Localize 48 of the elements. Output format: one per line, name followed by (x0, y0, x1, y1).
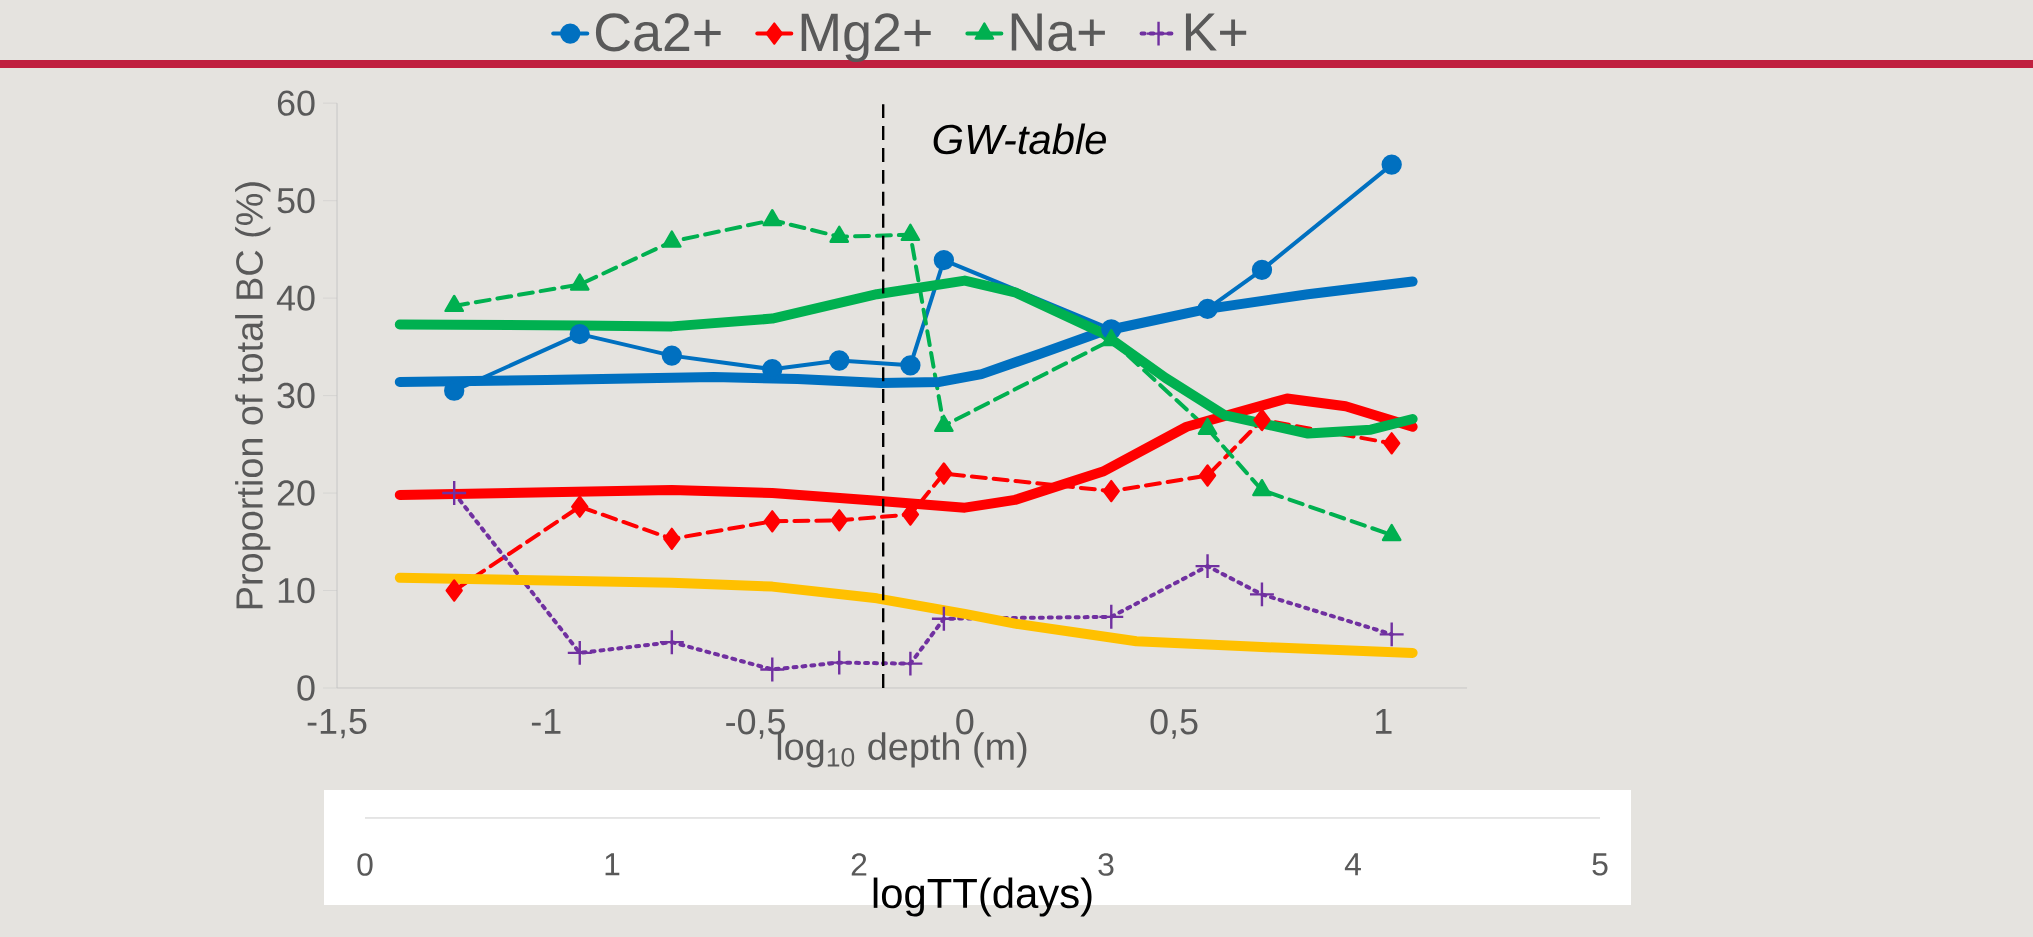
y-tick-label: 50 (277, 187, 315, 214)
point (829, 350, 850, 371)
point (1197, 298, 1218, 319)
point (569, 324, 590, 345)
point (1383, 432, 1401, 455)
point (445, 579, 463, 602)
y-tick-label: 20 (277, 480, 315, 506)
legend-label: Mg2+ (801, 13, 931, 63)
x2-tick-label: 1 (605, 853, 620, 876)
point (663, 527, 681, 551)
point (1251, 259, 1273, 281)
y-tick-label: 10 (278, 577, 315, 604)
point (1102, 479, 1120, 503)
point (1198, 464, 1217, 487)
ref-line-label: GW-table (933, 123, 1106, 155)
x2-tick-label: 3 (1098, 853, 1114, 876)
point (898, 651, 923, 676)
point (827, 650, 852, 675)
point (1253, 408, 1271, 432)
x2-tick-label: 4 (1344, 853, 1361, 876)
legend-label: K+ (1185, 13, 1247, 51)
point (1195, 554, 1220, 579)
legend-label: Ca2+ (595, 13, 721, 52)
x2-axis-title: logTT(days) (873, 877, 1092, 917)
y-tick-label: 0 (297, 675, 315, 701)
point (1381, 154, 1402, 175)
point (830, 509, 848, 532)
point (763, 510, 781, 533)
x2-tick-label: 2 (851, 853, 867, 876)
x-tick-label: 1 (1376, 709, 1392, 734)
y-tick-label: 30 (277, 382, 315, 409)
point (1250, 582, 1274, 607)
point (900, 355, 921, 376)
y-tick-label: 60 (277, 90, 315, 116)
point (571, 495, 589, 518)
point (760, 657, 785, 682)
point (933, 249, 955, 271)
x2-tick-label: 0 (357, 853, 373, 876)
x-tick-label: -1 (531, 709, 561, 734)
y-axis-title: Proportion of total BC (%) (235, 182, 271, 609)
legend-label: Na+ (1011, 13, 1105, 52)
point (661, 345, 682, 366)
y-tick-label: 40 (276, 285, 315, 311)
x-tick-label: 0,5 (1150, 709, 1198, 739)
x2-tick-label: 5 (1592, 853, 1608, 876)
x-tick-label: -1,5 (307, 709, 367, 739)
point (1379, 622, 1404, 647)
point (935, 462, 953, 485)
